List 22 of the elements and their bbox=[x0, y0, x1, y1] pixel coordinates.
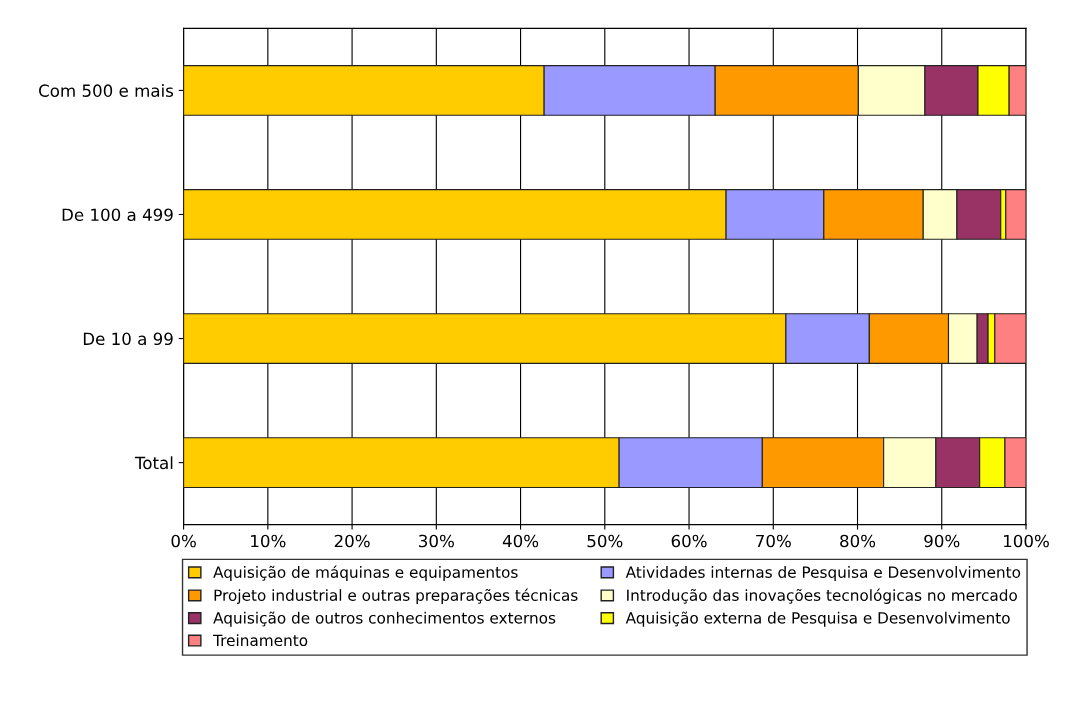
legend-label: Aquisição de outros conhecimentos externos bbox=[213, 611, 556, 627]
x-tick-label: 70% bbox=[756, 534, 791, 548]
y-tick-label: De 100 a 499 bbox=[62, 208, 173, 222]
x-tick-label: 60% bbox=[671, 534, 707, 548]
x-tick-label: 20% bbox=[334, 534, 370, 548]
x-tick-label: 40% bbox=[502, 534, 539, 548]
y-tick-label: De 10 a 99 bbox=[83, 332, 173, 346]
legend-label: Atividades internas de Pesquisa e Desenvolvimento bbox=[625, 566, 1021, 581]
x-tick-label: 100% bbox=[1004, 534, 1049, 548]
x-tick-label: 90% bbox=[924, 534, 960, 548]
legend-label: Introdução das inovações tecnológicas no mercado bbox=[627, 588, 1017, 604]
x-tick-label: 50% bbox=[587, 534, 623, 548]
x-tick-label: 80% bbox=[840, 534, 876, 548]
legend-label: Treinamento bbox=[213, 634, 308, 647]
legend-label: Aquisição de máquinas e equipamentos bbox=[213, 565, 518, 581]
x-tick-label: 30% bbox=[419, 534, 454, 548]
legend-label: Aquisição externa de Pesquisa e Desenvolvimento bbox=[625, 611, 1010, 627]
x-tick-label: 10% bbox=[251, 534, 286, 548]
y-tick-label: Total bbox=[134, 456, 173, 470]
x-tick-label: 0% bbox=[171, 534, 196, 548]
legend-label: Projeto industrial e outras preparações técnicas bbox=[214, 588, 578, 604]
y-tick-label: Com 500 e mais bbox=[39, 84, 174, 97]
